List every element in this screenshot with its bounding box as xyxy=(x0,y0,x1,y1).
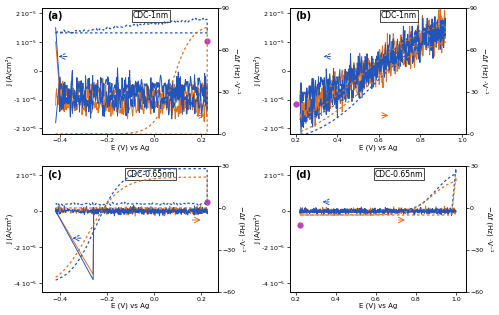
Y-axis label: −Δf (Hz) ·V⁻¹: −Δf (Hz) ·V⁻¹ xyxy=(233,48,240,94)
Text: (a): (a) xyxy=(47,11,62,21)
Text: CDC-1nm: CDC-1nm xyxy=(381,11,417,20)
Y-axis label: −Δf (Hz) ·V⁻¹: −Δf (Hz) ·V⁻¹ xyxy=(481,48,488,94)
Text: CDC-1nm: CDC-1nm xyxy=(133,11,169,20)
Y-axis label: J (A/cm²): J (A/cm²) xyxy=(5,214,13,244)
Text: CDC-0.65nm: CDC-0.65nm xyxy=(127,169,175,179)
Text: CDC-0.65nm: CDC-0.65nm xyxy=(375,169,423,179)
Y-axis label: J (A/cm²): J (A/cm²) xyxy=(253,214,261,244)
X-axis label: E (V) vs Ag: E (V) vs Ag xyxy=(111,145,149,151)
X-axis label: E (V) vs Ag: E (V) vs Ag xyxy=(359,145,397,151)
X-axis label: E (V) vs Ag: E (V) vs Ag xyxy=(359,303,397,309)
Y-axis label: −Δf (Hz) ·V⁻¹: −Δf (Hz) ·V⁻¹ xyxy=(486,206,494,252)
Text: (b): (b) xyxy=(295,11,311,21)
Text: (d): (d) xyxy=(295,169,311,180)
X-axis label: E (V) vs Ag: E (V) vs Ag xyxy=(111,303,149,309)
Y-axis label: −Δf (Hz) ·V⁻¹: −Δf (Hz) ·V⁻¹ xyxy=(238,206,246,252)
Y-axis label: J (A/cm²): J (A/cm²) xyxy=(5,56,13,86)
Text: (c): (c) xyxy=(47,169,61,180)
Y-axis label: J (A/cm²): J (A/cm²) xyxy=(253,56,261,86)
